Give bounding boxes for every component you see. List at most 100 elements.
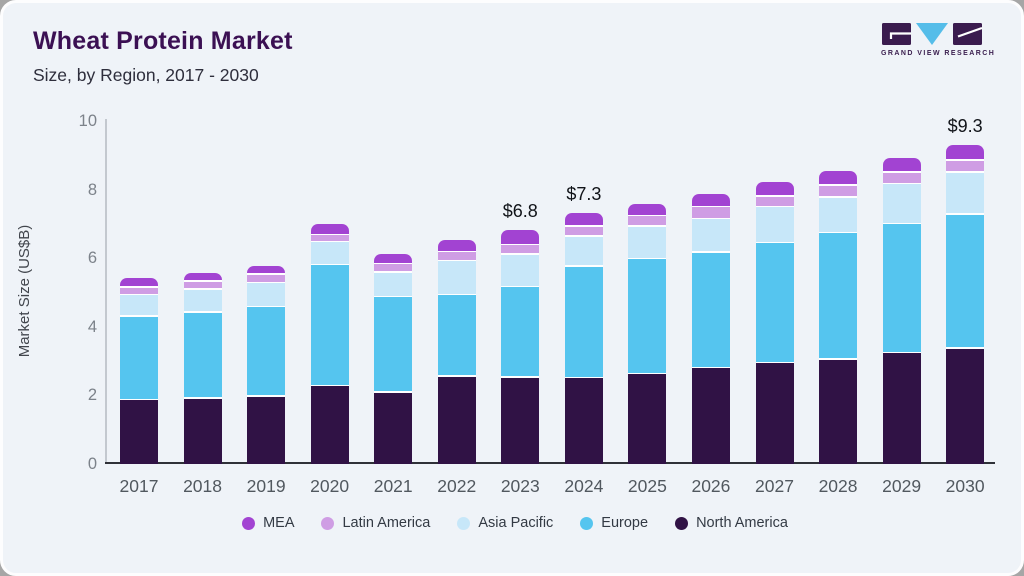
segment-mea-2030[interactable] [946, 144, 985, 160]
segment-latin-america-2030[interactable] [946, 161, 985, 172]
segment-mea-2021[interactable] [374, 254, 413, 263]
segment-latin-america-2026[interactable] [691, 207, 730, 218]
chart-legend: MEA Latin America Asia Pacific Europe North … [3, 515, 1021, 531]
bar-2020[interactable] [310, 223, 349, 464]
segment-mea-2025[interactable] [628, 204, 667, 215]
segment-north-america-2019[interactable] [247, 396, 286, 464]
bar-2023[interactable] [501, 230, 540, 464]
segment-north-america-2022[interactable] [437, 377, 476, 464]
segment-north-america-2028[interactable] [819, 359, 858, 464]
segment-north-america-2026[interactable] [691, 368, 730, 464]
segment-asia-pacific-2018[interactable] [183, 290, 222, 311]
segment-north-america-2029[interactable] [882, 353, 921, 464]
bar-2022[interactable] [437, 240, 476, 464]
segment-mea-2023[interactable] [501, 230, 540, 244]
bar-2030[interactable] [946, 144, 985, 464]
segment-asia-pacific-2022[interactable] [437, 261, 476, 294]
segment-europe-2022[interactable] [437, 295, 476, 376]
segment-mea-2027[interactable] [755, 182, 794, 196]
value-label-2023: $6.8 [502, 201, 538, 222]
legend-item-north-america[interactable]: North America [675, 515, 788, 531]
segment-europe-2025[interactable] [628, 259, 667, 373]
segment-asia-pacific-2029[interactable] [882, 184, 921, 223]
segment-europe-2029[interactable] [882, 224, 921, 352]
segment-latin-america-2022[interactable] [437, 252, 476, 260]
legend-label-europe: Europe [601, 515, 649, 531]
segment-north-america-2017[interactable] [120, 400, 158, 464]
legend-item-mea[interactable]: MEA [242, 515, 294, 531]
bar-2021[interactable] [374, 254, 413, 464]
segment-north-america-2030[interactable] [946, 348, 985, 464]
segment-asia-pacific-2021[interactable] [374, 272, 413, 296]
segment-europe-2030[interactable] [946, 215, 985, 348]
segment-asia-pacific-2020[interactable] [310, 242, 349, 264]
segment-north-america-2024[interactable] [564, 378, 603, 464]
bar-2026[interactable] [691, 194, 730, 464]
segment-asia-pacific-2023[interactable] [501, 254, 540, 286]
legend-label-latin-america: Latin America [342, 515, 431, 531]
segment-mea-2020[interactable] [310, 223, 349, 234]
segment-europe-2024[interactable] [564, 266, 603, 377]
logo-wordmark: GRAND VIEW RESEARCH [881, 50, 996, 57]
segment-mea-2017[interactable] [120, 278, 158, 287]
legend-label-mea: MEA [263, 515, 295, 531]
segment-asia-pacific-2028[interactable] [819, 198, 858, 232]
segment-latin-america-2021[interactable] [374, 264, 413, 271]
segment-north-america-2023[interactable] [501, 377, 540, 464]
segment-asia-pacific-2025[interactable] [628, 226, 667, 258]
x-label-2030: 2030 [945, 476, 985, 496]
segment-asia-pacific-2019[interactable] [247, 283, 286, 306]
y-axis-title-wrap: Market Size (US$B) [16, 211, 36, 371]
bar-2019[interactable] [247, 266, 286, 464]
segment-mea-2028[interactable] [819, 171, 858, 185]
bar-2028[interactable] [819, 171, 858, 464]
segment-europe-2018[interactable] [183, 312, 222, 398]
page-title: Wheat Protein Market [33, 27, 293, 55]
segment-europe-2017[interactable] [120, 316, 158, 399]
segment-mea-2018[interactable] [183, 272, 222, 281]
segment-latin-america-2017[interactable] [120, 287, 158, 294]
segment-latin-america-2025[interactable] [628, 216, 667, 225]
segment-mea-2019[interactable] [247, 266, 286, 274]
segment-europe-2023[interactable] [501, 287, 540, 376]
bar-2018[interactable] [183, 272, 222, 464]
segment-europe-2019[interactable] [247, 307, 286, 396]
segment-mea-2029[interactable] [882, 158, 921, 172]
legend-item-latin-america[interactable]: Latin America [321, 515, 430, 531]
segment-north-america-2025[interactable] [628, 374, 667, 464]
segment-mea-2026[interactable] [691, 194, 730, 206]
segment-latin-america-2023[interactable] [501, 245, 540, 254]
segment-asia-pacific-2027[interactable] [755, 207, 794, 242]
segment-europe-2020[interactable] [310, 265, 349, 385]
segment-asia-pacific-2030[interactable] [946, 173, 985, 214]
segment-europe-2028[interactable] [819, 233, 858, 359]
bar-2029[interactable] [882, 158, 921, 464]
segment-europe-2021[interactable] [374, 297, 413, 391]
segment-mea-2024[interactable] [564, 212, 603, 226]
segment-latin-america-2027[interactable] [755, 197, 794, 206]
segment-asia-pacific-2024[interactable] [564, 236, 603, 265]
segment-north-america-2020[interactable] [310, 386, 349, 464]
segment-asia-pacific-2026[interactable] [691, 219, 730, 252]
segment-latin-america-2019[interactable] [247, 274, 286, 282]
bar-2024[interactable] [564, 212, 603, 464]
segment-north-america-2018[interactable] [183, 398, 222, 464]
segment-latin-america-2020[interactable] [310, 235, 349, 241]
value-label-2030: $9.3 [947, 115, 983, 136]
bar-2027[interactable] [755, 182, 794, 464]
segment-latin-america-2018[interactable] [183, 281, 222, 289]
segment-latin-america-2029[interactable] [882, 173, 921, 183]
legend-item-europe[interactable]: Europe [580, 515, 648, 531]
bar-2025[interactable] [628, 204, 667, 464]
segment-asia-pacific-2017[interactable] [120, 295, 158, 316]
segment-europe-2026[interactable] [691, 252, 730, 367]
segment-mea-2022[interactable] [437, 240, 476, 251]
bar-2017[interactable] [120, 278, 158, 464]
x-label-2021: 2021 [373, 476, 413, 496]
segment-europe-2027[interactable] [755, 243, 794, 362]
segment-north-america-2027[interactable] [755, 363, 794, 464]
legend-item-asia-pacific[interactable]: Asia Pacific [457, 515, 553, 531]
segment-latin-america-2028[interactable] [819, 186, 858, 197]
segment-north-america-2021[interactable] [374, 392, 413, 464]
segment-latin-america-2024[interactable] [564, 226, 603, 236]
